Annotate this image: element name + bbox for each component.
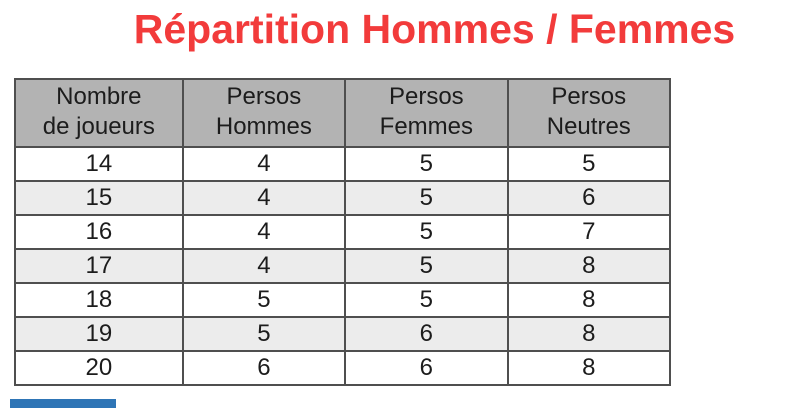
table-body: 14 4 5 5 15 4 5 6 16 4 5 7 17 4 5 8 [14, 146, 672, 386]
table-row: 16 4 5 7 [14, 214, 672, 250]
page-title: Répartition Hommes / Femmes [133, 6, 736, 52]
table-row: 20 6 6 8 [14, 350, 672, 386]
table-cell: 4 [181, 180, 347, 216]
header-line: Hommes [215, 113, 312, 140]
header-line: Neutres [546, 113, 631, 140]
table-cell: 19 [14, 316, 184, 352]
table-cell: 18 [14, 282, 184, 318]
table-cell: 4 [181, 146, 347, 182]
table-row: 14 4 5 5 [14, 146, 672, 182]
header-line: Persos [388, 83, 464, 110]
header-line: Femmes [379, 113, 473, 140]
repartition-table: Nombre de joueurs Persos Hommes Persos F… [14, 78, 672, 386]
header-line: de joueurs [42, 113, 155, 140]
table-cell: 6 [181, 350, 347, 386]
table-cell: 14 [14, 146, 184, 182]
table-cell: 5 [344, 248, 509, 284]
table-cell: 4 [181, 248, 347, 284]
table-cell: 5 [344, 214, 509, 250]
table-cell: 8 [506, 282, 672, 318]
table-cell: 6 [506, 180, 672, 216]
table-cell: 17 [14, 248, 184, 284]
table-cell: 8 [506, 350, 672, 386]
column-header-persos-femmes: Persos Femmes [344, 78, 509, 148]
table-cell: 5 [506, 146, 672, 182]
table-cell: 4 [181, 214, 347, 250]
table-cell: 6 [344, 316, 509, 352]
table-cell: 15 [14, 180, 184, 216]
table-cell: 16 [14, 214, 184, 250]
table-cell: 6 [344, 350, 509, 386]
table-row: 17 4 5 8 [14, 248, 672, 284]
table-cell: 8 [506, 248, 672, 284]
table-cell: 5 [181, 282, 347, 318]
column-header-persos-neutres: Persos Neutres [506, 78, 672, 148]
table-row: 15 4 5 6 [14, 180, 672, 216]
header-line: Persos [226, 83, 302, 110]
header-line: Persos [551, 83, 627, 110]
table-cell: 8 [506, 316, 672, 352]
table-row: 18 5 5 8 [14, 282, 672, 318]
footer-bar [10, 399, 116, 408]
table-cell: 5 [181, 316, 347, 352]
table-cell: 5 [344, 180, 509, 216]
column-header-persos-hommes: Persos Hommes [181, 78, 347, 148]
header-row: Nombre de joueurs Persos Hommes Persos F… [14, 78, 672, 148]
table-header: Nombre de joueurs Persos Hommes Persos F… [14, 78, 672, 148]
table-cell: 5 [344, 146, 509, 182]
header-line: Nombre [56, 83, 142, 110]
table-cell: 7 [506, 214, 672, 250]
table-cell: 20 [14, 350, 184, 386]
table-cell: 5 [344, 282, 509, 318]
column-header-nombre-joueurs: Nombre de joueurs [14, 78, 184, 148]
table-row: 19 5 6 8 [14, 316, 672, 352]
